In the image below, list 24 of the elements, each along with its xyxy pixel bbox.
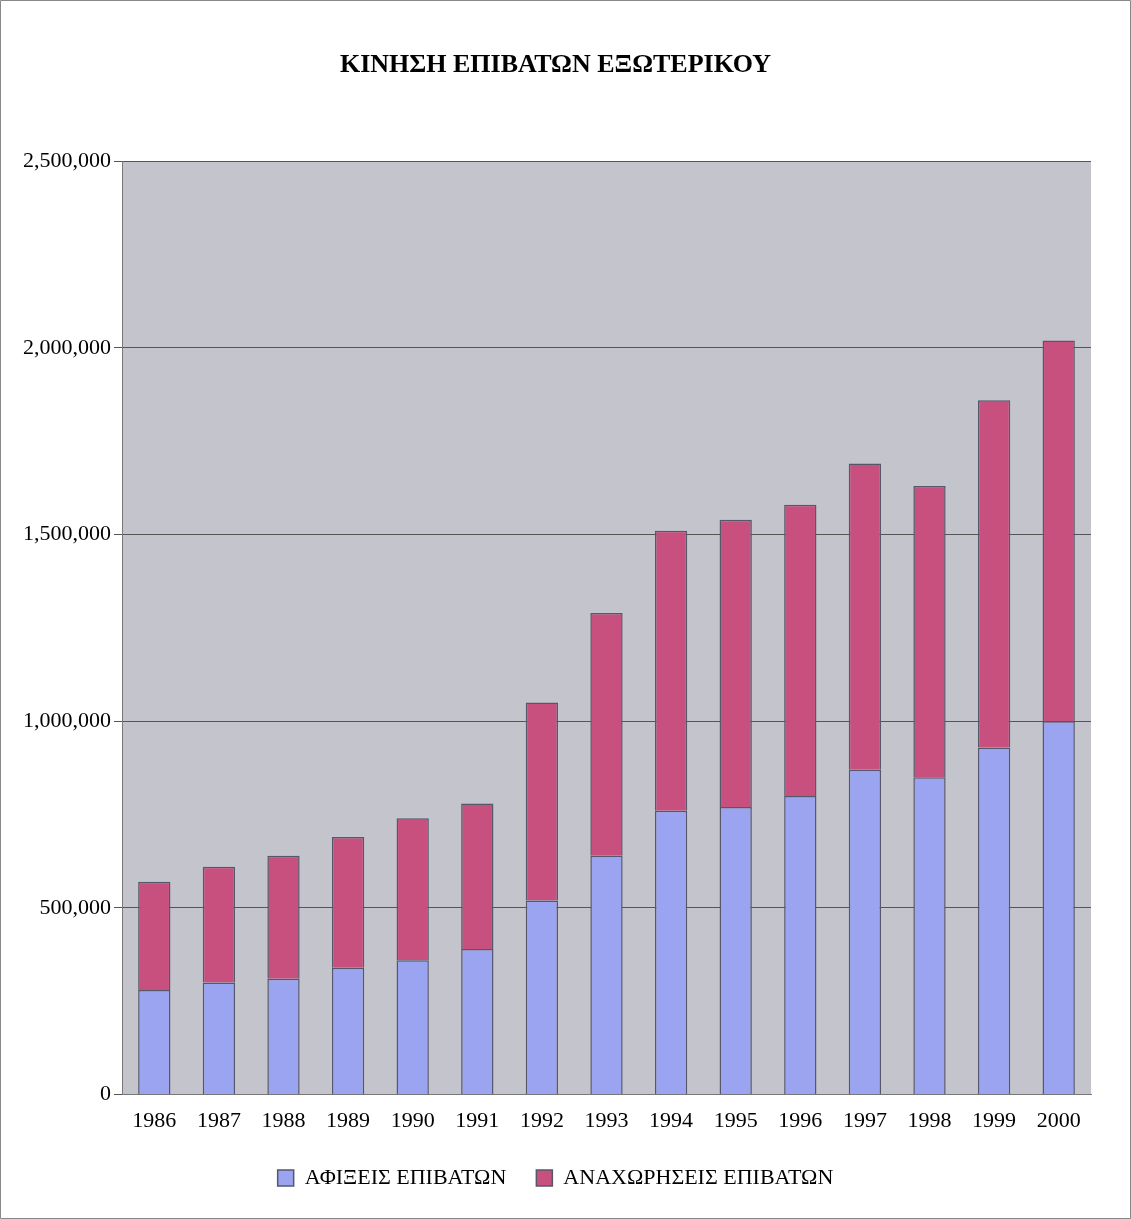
x-tick-label: 1988 bbox=[261, 1106, 306, 1132]
chart-title: ΚΙΝΗΣΗ ΕΠΙΒΑΤΩΝ ΕΞΩΤΕΡΙΚΟΥ bbox=[339, 49, 772, 79]
x-tick-label: 1986 bbox=[132, 1106, 177, 1132]
x-tick-label: 1989 bbox=[326, 1106, 371, 1132]
y-tick-label: 2,500,000 bbox=[23, 146, 111, 172]
y-tick-label: 500,000 bbox=[39, 893, 111, 919]
x-tick-label: 1995 bbox=[713, 1106, 758, 1132]
y-tick-label: 2,000,000 bbox=[23, 333, 111, 359]
x-tick-label: 2000 bbox=[1036, 1106, 1081, 1132]
x-tick-label: 1998 bbox=[907, 1106, 952, 1132]
legend-label: ΑΦΙΞΕΙΣ ΕΠΙΒΑΤΩΝ bbox=[304, 1163, 507, 1189]
x-tick-label: 1994 bbox=[649, 1106, 694, 1132]
x-tick-label: 1992 bbox=[519, 1106, 564, 1132]
x-tick-label: 1991 bbox=[455, 1106, 500, 1132]
x-tick-label: 1999 bbox=[972, 1106, 1017, 1132]
x-tick-label: 1997 bbox=[842, 1106, 887, 1132]
x-tick-label: 1987 bbox=[196, 1106, 241, 1132]
y-tick-label: 1,000,000 bbox=[23, 707, 111, 733]
y-tick-label: 0 bbox=[100, 1080, 111, 1106]
x-tick-label: 1996 bbox=[778, 1106, 823, 1132]
legend-label: ΑΝΑΧΩΡΗΣΕΙΣ ΕΠΙΒΑΤΩΝ bbox=[563, 1163, 834, 1189]
x-tick-label: 1990 bbox=[390, 1106, 435, 1132]
x-tick-label: 1993 bbox=[584, 1106, 629, 1132]
y-tick-label: 1,500,000 bbox=[23, 520, 111, 546]
